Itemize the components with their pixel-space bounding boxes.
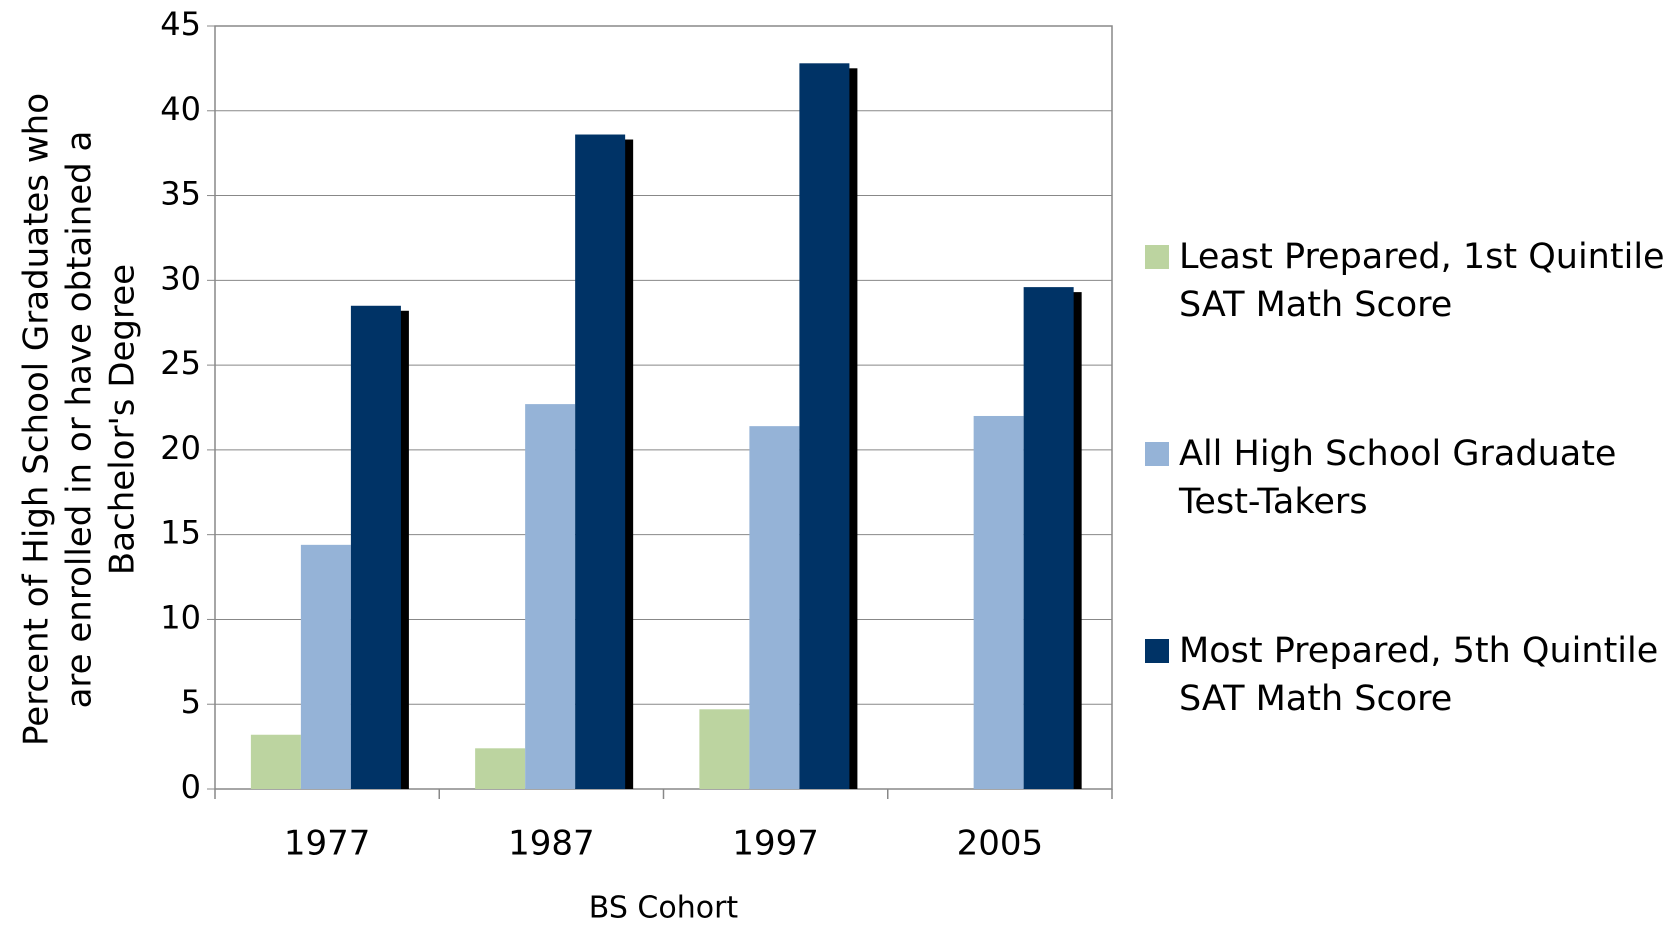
y-tick-label: 30: [160, 259, 201, 297]
legend-label: Least Prepared, 1st Quintile SAT Math Sc…: [1179, 237, 1665, 325]
legend-label: Most Prepared, 5th Quintile SAT Math Sco…: [1179, 631, 1659, 719]
y-tick-label: 35: [160, 175, 201, 213]
x-tick-label: 2005: [957, 824, 1044, 864]
legend-item: All High School Graduate Test-Takers: [1145, 430, 1665, 526]
y-tick-label: 45: [160, 5, 201, 43]
x-tick-label: 1977: [284, 824, 371, 864]
bar: [525, 404, 576, 789]
bar: [1023, 287, 1074, 789]
x-tick-label: 1987: [508, 824, 595, 864]
bar: [699, 709, 750, 789]
legend-swatch: [1145, 245, 1169, 269]
legend-label: All High School Graduate Test-Takers: [1179, 434, 1617, 522]
y-tick-label: 25: [160, 344, 201, 382]
y-tick-label: 5: [181, 683, 201, 721]
bar: [350, 305, 401, 789]
bar: [300, 544, 351, 789]
y-tick-label: 15: [160, 514, 201, 552]
bar: [973, 415, 1024, 789]
y-tick-label: 40: [160, 90, 201, 128]
y-axis-label: Percent of High School Graduates who are…: [16, 93, 143, 747]
y-tick-label: 10: [160, 598, 201, 636]
legend-item: Least Prepared, 1st Quintile SAT Math Sc…: [1145, 233, 1665, 329]
y-tick-label: 20: [160, 429, 201, 467]
legend-swatch: [1145, 639, 1169, 663]
y-tick-label: 0: [181, 768, 201, 806]
bar: [749, 426, 800, 789]
bar: [475, 748, 526, 789]
bar: [250, 734, 301, 789]
x-tick-label: 1997: [732, 824, 819, 864]
bar: [799, 63, 850, 789]
legend-item: Most Prepared, 5th Quintile SAT Math Sco…: [1145, 627, 1665, 723]
x-axis-label: BS Cohort: [589, 891, 739, 926]
legend-swatch: [1145, 442, 1169, 466]
bar: [575, 134, 626, 789]
